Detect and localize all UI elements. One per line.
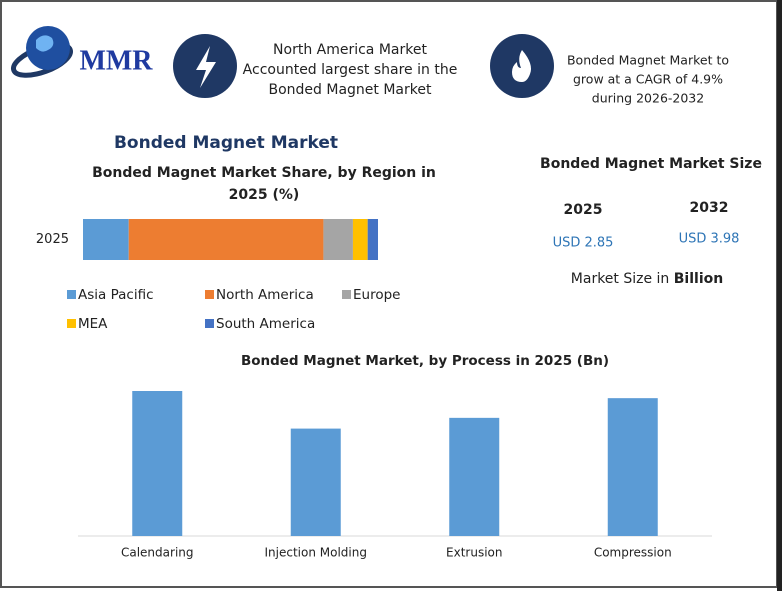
logo: MMR xyxy=(11,26,153,78)
legend-swatch xyxy=(205,319,214,328)
bar xyxy=(449,417,500,536)
bar xyxy=(290,428,341,536)
x-tick-label: Compression xyxy=(594,546,672,560)
info-text: Bonded Magnet Market to xyxy=(567,53,729,68)
main-title: Bonded Magnet Market xyxy=(114,133,338,153)
legend-label: Europe xyxy=(353,287,400,303)
size-title: Bonded Magnet Market Size xyxy=(540,156,762,172)
frame-shadow xyxy=(777,0,782,591)
info-text: North America Market xyxy=(273,42,427,58)
info-text: Accounted largest share in the xyxy=(243,62,458,78)
bar-segment xyxy=(352,219,368,260)
size-note-bold: Billion xyxy=(674,271,723,287)
legend-swatch xyxy=(342,290,351,299)
chart-title: Bonded Magnet Market Share, by Region in xyxy=(92,165,436,181)
bar-segment xyxy=(128,219,324,260)
icon-bolt xyxy=(196,46,216,88)
x-tick-label: Injection Molding xyxy=(265,546,367,560)
size-year: 2025 xyxy=(564,202,603,218)
x-tick-label: Extrusion xyxy=(446,546,502,560)
size-note-text: Market Size in xyxy=(571,271,674,287)
size-year: 2032 xyxy=(690,200,729,216)
legend-label: Asia Pacific xyxy=(78,287,154,303)
size-value: USD 2.85 xyxy=(553,236,614,251)
info-text: during 2026-2032 xyxy=(592,91,704,106)
legend-label: South America xyxy=(216,316,315,332)
chart-title: Bonded Magnet Market, by Process in 2025… xyxy=(241,353,609,369)
bar xyxy=(607,398,658,536)
size-value: USD 3.98 xyxy=(679,232,740,247)
legend-label: MEA xyxy=(78,316,108,332)
x-tick-label: Calendaring xyxy=(121,546,194,560)
info-text: Bonded Magnet Market xyxy=(269,82,432,98)
legend-label: North America xyxy=(216,287,314,303)
icon-flame xyxy=(512,50,531,82)
legend-swatch xyxy=(205,290,214,299)
bar-segment xyxy=(323,219,353,260)
bar xyxy=(132,391,183,536)
logo-text: MMR xyxy=(79,45,153,76)
chart-title: 2025 (%) xyxy=(229,187,300,203)
legend-swatch xyxy=(67,290,76,299)
size-note: Market Size in Billion xyxy=(571,271,723,287)
bar-segment xyxy=(83,219,129,260)
y-tick-label: 2025 xyxy=(36,232,69,247)
bar-segment xyxy=(367,219,378,260)
legend-swatch xyxy=(67,319,76,328)
info-text: grow at a CAGR of 4.9% xyxy=(573,72,723,87)
